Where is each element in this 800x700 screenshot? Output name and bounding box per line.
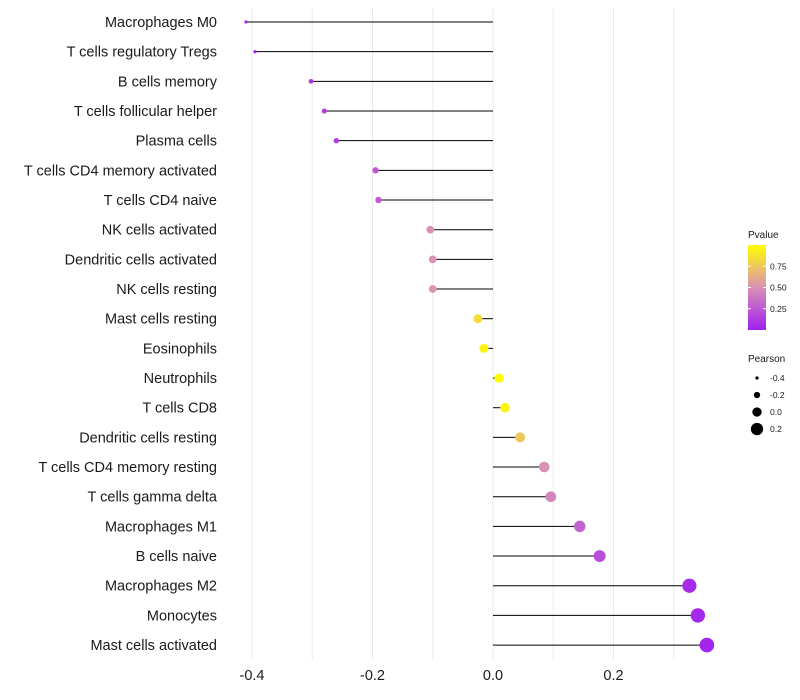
lollipop-point	[428, 255, 437, 264]
lollipop-point	[375, 196, 382, 204]
lollipop-point	[479, 343, 489, 353]
category-label: Dendritic cells activated	[65, 252, 217, 268]
lollipop-point	[500, 402, 510, 413]
pearson-legend-key	[750, 422, 764, 436]
grid-lines	[251, 8, 675, 660]
lollipop-point	[699, 637, 715, 653]
lollipop-point	[538, 461, 550, 473]
pvalue-legend: Pvalue 0.75 0.50 0.25	[748, 230, 787, 330]
pearson-legend-label: -0.4	[770, 373, 785, 383]
pearson-legend-key	[753, 391, 761, 399]
category-label: NK cells activated	[102, 223, 217, 239]
lollipop-point	[473, 314, 483, 324]
category-label: Dendritic cells resting	[79, 430, 217, 446]
category-label: Macrophages M2	[105, 579, 217, 595]
x-tick-label: 0.0	[483, 668, 503, 684]
lollipop-point	[333, 137, 340, 144]
category-label: T cells gamma delta	[88, 490, 218, 506]
category-label: T cells CD4 memory resting	[38, 460, 217, 476]
category-label: Macrophages M1	[105, 519, 217, 535]
lollipop-point	[494, 373, 504, 383]
lollipop-point	[545, 491, 557, 503]
category-label: Macrophages M0	[105, 15, 217, 31]
pvalue-legend-label: 0.75	[770, 261, 787, 271]
category-label: NK cells resting	[116, 282, 217, 298]
lollipop-points	[244, 20, 715, 653]
lollipop-point	[253, 49, 257, 54]
lollipop-point	[682, 578, 697, 593]
category-label: Mast cells resting	[105, 312, 217, 328]
category-label: T cells CD4 memory activated	[24, 163, 217, 179]
pearson-legend-key	[752, 407, 762, 417]
category-label: T cells CD4 naive	[104, 193, 217, 209]
x-tick-label: -0.2	[360, 668, 385, 684]
lollipop-point	[426, 225, 435, 234]
pvalue-legend-label: 0.50	[770, 283, 787, 293]
lollipop-point	[574, 520, 586, 533]
x-axis-tick-labels: -0.4 -0.2 0.0 0.2	[240, 668, 624, 684]
lollipop-point	[308, 78, 314, 84]
lollipop-point	[244, 20, 248, 24]
pearson-legend: Pearson -0.4 -0.2 0.0 0.2	[748, 354, 785, 436]
category-label: Mast cells activated	[90, 638, 217, 654]
pvalue-colorbar	[748, 245, 766, 330]
pvalue-legend-labels: 0.75 0.50 0.25	[748, 261, 787, 314]
pearson-legend-title: Pearson	[748, 354, 785, 365]
category-label: Monocytes	[147, 608, 217, 624]
lollipop-point	[515, 432, 526, 443]
pvalue-legend-title: Pvalue	[748, 230, 779, 241]
lollipop-point	[428, 285, 437, 293]
pearson-legend-key	[755, 376, 759, 380]
category-labels: Macrophages M0 T cells regulatory Tregs B …	[24, 15, 218, 654]
category-label: Eosinophils	[143, 341, 217, 357]
category-label: Neutrophils	[144, 371, 217, 387]
pearson-legend-label: 0.0	[770, 407, 782, 417]
lollipop-segments	[245, 21, 707, 646]
category-label: Plasma cells	[136, 134, 217, 150]
category-label: T cells follicular helper	[74, 104, 217, 120]
pearson-legend-label: -0.2	[770, 390, 785, 400]
category-label: B cells memory	[118, 74, 218, 90]
x-tick-label: -0.4	[240, 668, 265, 684]
pearson-legend-items: -0.4 -0.2 0.0 0.2	[750, 373, 785, 436]
lollipop-point	[690, 608, 706, 623]
x-tick-label: 0.2	[603, 668, 623, 684]
pearson-legend-label: 0.2	[770, 424, 782, 434]
pvalue-legend-label: 0.25	[770, 304, 787, 314]
lollipop-point	[372, 167, 379, 174]
category-label: T cells regulatory Tregs	[67, 45, 217, 61]
lollipop-point	[321, 108, 327, 114]
lollipop-point	[593, 550, 606, 563]
category-label: B cells naive	[136, 549, 217, 565]
category-label: T cells CD8	[142, 401, 217, 417]
